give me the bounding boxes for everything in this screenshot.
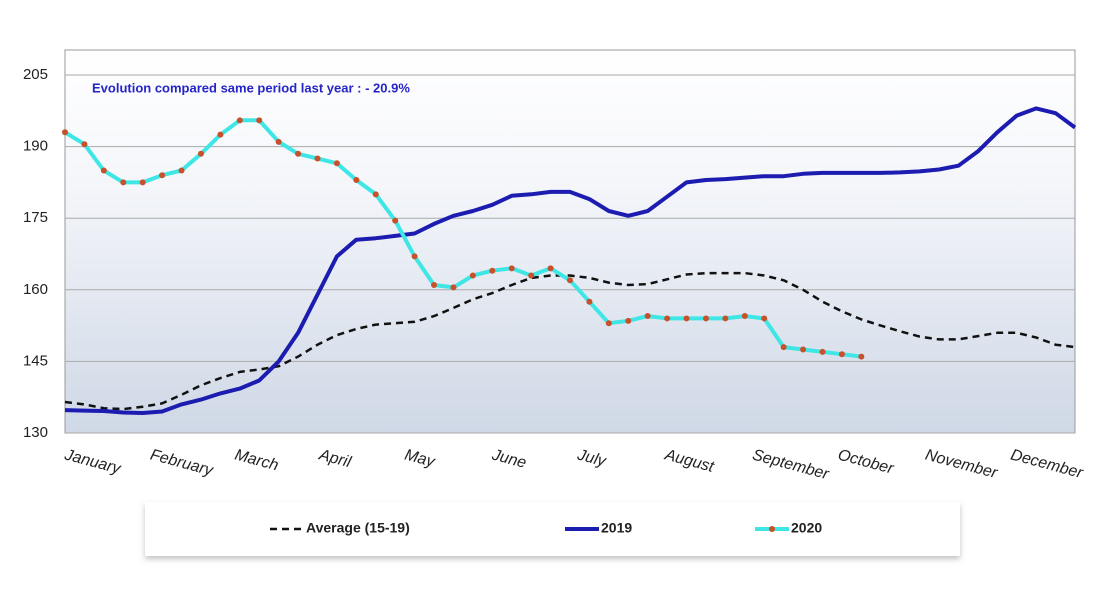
- point: [644, 313, 651, 320]
- x-tick-label: April: [316, 446, 353, 471]
- x-tick-label: July: [575, 446, 609, 470]
- legend-marker: [769, 526, 775, 532]
- y-tick-label: 160: [23, 281, 48, 298]
- point: [722, 315, 729, 322]
- point: [547, 265, 554, 272]
- point: [197, 150, 204, 157]
- legend-label: 2019: [601, 520, 632, 536]
- x-tick-label: March: [233, 447, 280, 475]
- point: [508, 265, 515, 272]
- point: [353, 177, 360, 184]
- point: [683, 315, 690, 322]
- y-tick-label: 190: [23, 138, 48, 155]
- point: [528, 272, 535, 279]
- annotation: Evolution compared same period last year…: [92, 80, 410, 95]
- x-tick-label: June: [489, 446, 528, 472]
- point: [625, 317, 632, 324]
- point: [217, 131, 224, 138]
- point: [761, 315, 768, 322]
- x-tick-label: August: [662, 446, 716, 476]
- y-tick-label: 130: [23, 424, 48, 441]
- point: [838, 351, 845, 358]
- x-tick-label: October: [836, 447, 896, 478]
- y-tick-label: 145: [23, 352, 48, 369]
- x-tick-label: September: [750, 447, 831, 484]
- point: [333, 160, 340, 167]
- x-tick-label: February: [148, 447, 215, 480]
- point: [139, 179, 146, 186]
- point: [81, 141, 88, 148]
- x-tick-label: January: [62, 446, 123, 478]
- point: [411, 253, 418, 260]
- point: [489, 267, 496, 274]
- point: [586, 298, 593, 305]
- point: [800, 346, 807, 353]
- point: [702, 315, 709, 322]
- series-line: [64, 271, 1076, 411]
- series-line: [64, 106, 1077, 415]
- point: [392, 217, 399, 224]
- point: [120, 179, 127, 186]
- point: [605, 320, 612, 327]
- point: [275, 138, 282, 145]
- point: [256, 117, 263, 124]
- legend-label: Average (15-19): [306, 520, 410, 536]
- point: [100, 167, 107, 174]
- point: [159, 172, 166, 179]
- point: [664, 315, 671, 322]
- point: [372, 191, 379, 198]
- y-tick-label: 205: [23, 66, 48, 83]
- point: [236, 117, 243, 124]
- plot-area: [64, 49, 1076, 434]
- point: [741, 313, 748, 320]
- point: [295, 150, 302, 157]
- point: [819, 348, 826, 355]
- series-line: [63, 118, 862, 359]
- point: [858, 353, 865, 360]
- x-tick-label: November: [923, 447, 999, 483]
- x-tick-label: December: [1009, 447, 1085, 483]
- legend-box: [145, 502, 960, 556]
- point: [780, 344, 787, 351]
- point: [314, 155, 321, 162]
- y-tick-label: 175: [23, 209, 48, 226]
- point: [62, 129, 68, 136]
- point: [431, 282, 438, 289]
- point: [450, 284, 457, 291]
- point: [178, 167, 185, 174]
- point: [469, 272, 476, 279]
- point: [567, 277, 573, 284]
- legend-label: 2020: [791, 520, 822, 536]
- x-tick-label: May: [403, 447, 438, 472]
